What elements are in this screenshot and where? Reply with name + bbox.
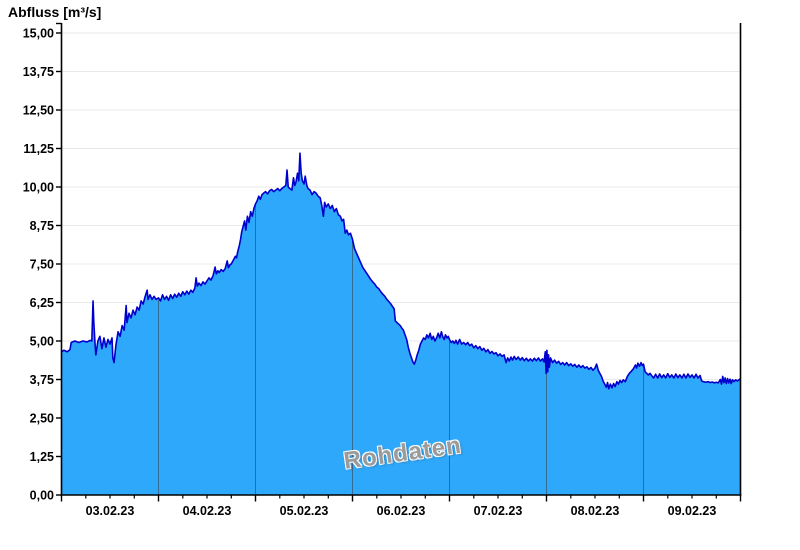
series-line [61, 152, 741, 390]
y-tick-label: 15,00 [23, 27, 54, 41]
y-tick-label: 8,75 [30, 219, 54, 233]
y-tick-label: 5,00 [30, 335, 54, 349]
x-tick-label: 08.02.23 [571, 504, 620, 518]
y-tick-label: 1,25 [30, 450, 54, 464]
x-tick-label: 05.02.23 [280, 504, 329, 518]
y-tick-label: 7,50 [30, 258, 54, 272]
series-area-fill [61, 153, 741, 495]
x-tick-label: 04.02.23 [183, 504, 232, 518]
y-tick-label: 6,25 [30, 296, 54, 310]
y-tick-label: 12,50 [23, 104, 54, 118]
x-tick-label: 03.02.23 [86, 504, 135, 518]
y-tick-label: 13,75 [23, 65, 54, 79]
y-tick-label: 10,00 [23, 181, 54, 195]
y-tick-label: 2,50 [30, 412, 54, 426]
x-tick-label: 09.02.23 [668, 504, 717, 518]
chart-title: Abfluss [m³/s] [8, 4, 102, 20]
x-tick-label: 07.02.23 [474, 504, 523, 518]
y-tick-label: 0,00 [30, 489, 54, 503]
x-tick-label: 06.02.23 [377, 504, 426, 518]
y-tick-label: 3,75 [30, 373, 54, 387]
y-tick-label: 11,25 [23, 142, 54, 156]
